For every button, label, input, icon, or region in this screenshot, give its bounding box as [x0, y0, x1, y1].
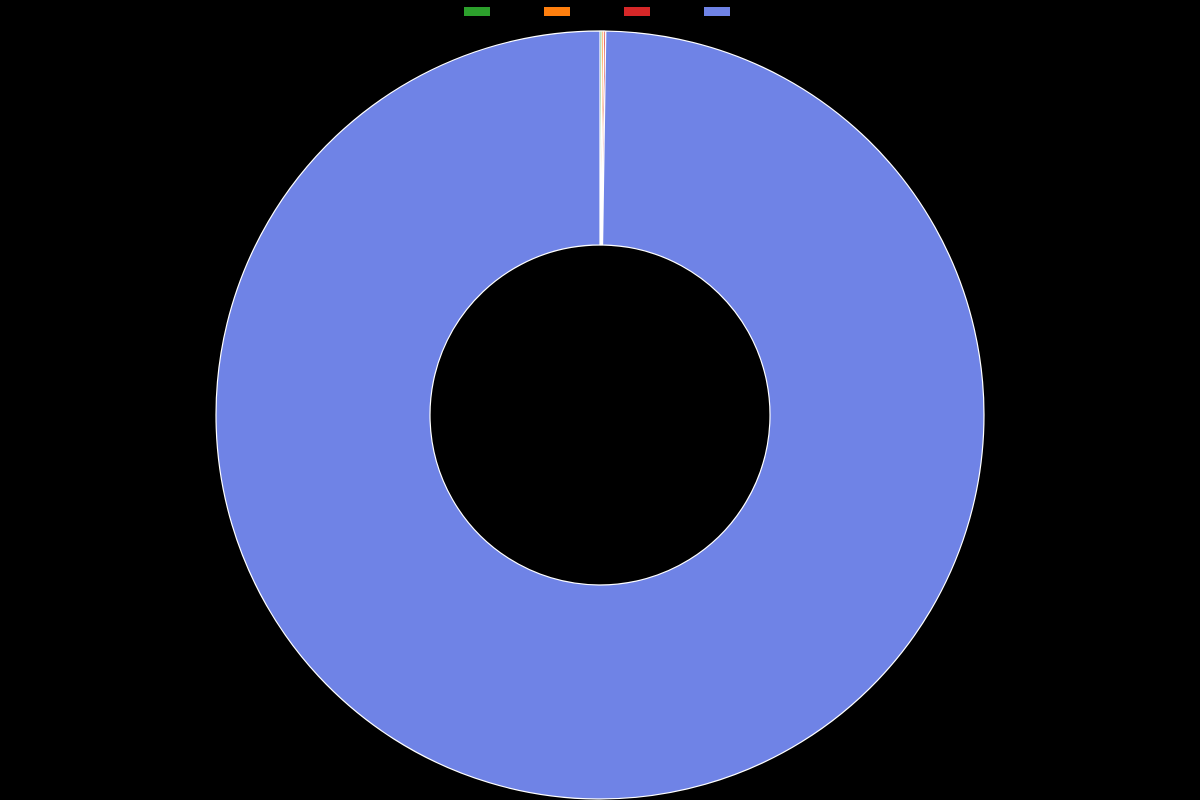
donut-chart-wrap: [0, 0, 1200, 800]
donut-chart: [0, 0, 1200, 800]
donut-slice-3: [216, 31, 984, 799]
chart-container: [0, 0, 1200, 800]
